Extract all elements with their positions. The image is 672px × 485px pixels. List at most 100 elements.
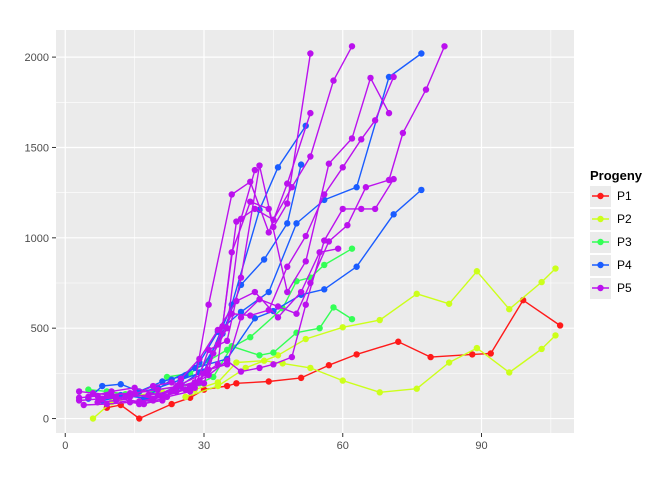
series-line xyxy=(129,178,395,398)
data-point xyxy=(163,373,171,381)
data-point xyxy=(418,186,425,194)
data-point xyxy=(288,184,296,191)
data-point xyxy=(339,205,346,213)
data-point xyxy=(228,249,235,256)
data-point xyxy=(75,388,83,395)
y-tick-label: 0 xyxy=(43,414,49,426)
data-point xyxy=(205,371,212,379)
data-point xyxy=(126,393,134,401)
data-point xyxy=(131,384,138,392)
data-point xyxy=(385,73,393,81)
data-point xyxy=(418,50,425,57)
data-point xyxy=(316,249,323,256)
data-point xyxy=(260,256,268,263)
data-point xyxy=(390,175,397,183)
data-point xyxy=(214,326,222,334)
data-point xyxy=(274,314,282,321)
data-point xyxy=(223,357,231,364)
y-tick-label: 1000 xyxy=(25,233,49,245)
series-p5-15 xyxy=(103,73,397,402)
series-line xyxy=(115,248,339,405)
data-point xyxy=(214,382,222,390)
data-point xyxy=(136,400,143,408)
data-point xyxy=(284,263,291,270)
data-point xyxy=(307,153,314,160)
data-point xyxy=(80,401,87,409)
data-point xyxy=(445,359,453,366)
legend-key-p4: P4 xyxy=(590,255,632,276)
data-point xyxy=(149,395,157,402)
data-point xyxy=(297,161,305,168)
series-p5-16 xyxy=(126,175,397,401)
data-point xyxy=(367,74,374,82)
data-point xyxy=(247,334,254,341)
data-point xyxy=(251,205,259,213)
data-point xyxy=(223,337,231,345)
data-point xyxy=(237,314,245,321)
data-point xyxy=(237,308,245,316)
data-point xyxy=(321,286,328,293)
data-point xyxy=(103,400,111,408)
legend-label: P3 xyxy=(617,235,632,249)
series-layer xyxy=(75,43,564,422)
data-point xyxy=(237,274,245,281)
legend-label: P4 xyxy=(617,258,632,272)
data-point xyxy=(339,377,346,384)
data-point xyxy=(469,351,476,358)
legend-key-point xyxy=(597,238,604,246)
data-point xyxy=(348,43,356,50)
data-point xyxy=(136,415,143,422)
data-point xyxy=(390,73,397,81)
data-point xyxy=(348,315,356,323)
data-point xyxy=(233,297,240,305)
data-point xyxy=(122,393,129,401)
data-point xyxy=(371,205,379,213)
data-point xyxy=(399,129,407,137)
data-point xyxy=(265,229,272,236)
x-tick-label: 60 xyxy=(337,440,349,452)
data-point xyxy=(348,245,356,252)
data-point xyxy=(506,306,513,313)
data-point xyxy=(233,218,240,225)
data-point xyxy=(284,220,291,227)
data-point xyxy=(330,77,337,84)
data-point xyxy=(325,160,333,167)
data-point xyxy=(237,368,245,375)
data-point xyxy=(186,388,194,395)
data-point xyxy=(159,397,166,404)
data-point xyxy=(284,288,291,296)
data-point xyxy=(265,378,272,385)
legend-key-point xyxy=(597,192,604,200)
x-tick-label: 30 xyxy=(198,440,210,452)
data-point xyxy=(256,352,263,359)
data-point xyxy=(293,310,300,317)
data-point xyxy=(344,221,351,229)
data-point xyxy=(445,300,453,307)
data-point xyxy=(274,303,282,310)
data-point xyxy=(473,268,481,275)
legend-label: P2 xyxy=(617,212,632,226)
data-point xyxy=(307,364,314,372)
data-point xyxy=(274,352,282,359)
data-point xyxy=(205,301,212,308)
data-point xyxy=(265,205,272,213)
data-point xyxy=(214,341,222,348)
data-point xyxy=(297,374,305,382)
data-point xyxy=(302,232,309,240)
data-point xyxy=(302,258,309,265)
data-point xyxy=(99,382,106,390)
data-point xyxy=(376,389,383,396)
data-point xyxy=(85,393,92,401)
data-point xyxy=(284,180,291,187)
data-point xyxy=(385,109,393,117)
data-point xyxy=(302,301,309,308)
data-point xyxy=(154,386,161,393)
data-point xyxy=(173,388,180,395)
data-point xyxy=(270,349,277,356)
data-point xyxy=(182,393,189,401)
legend-key-p1: P1 xyxy=(590,186,632,207)
data-point xyxy=(334,245,342,252)
series-p5-17 xyxy=(112,245,342,408)
series-line xyxy=(88,77,390,398)
y-tick-label: 1500 xyxy=(25,142,49,154)
